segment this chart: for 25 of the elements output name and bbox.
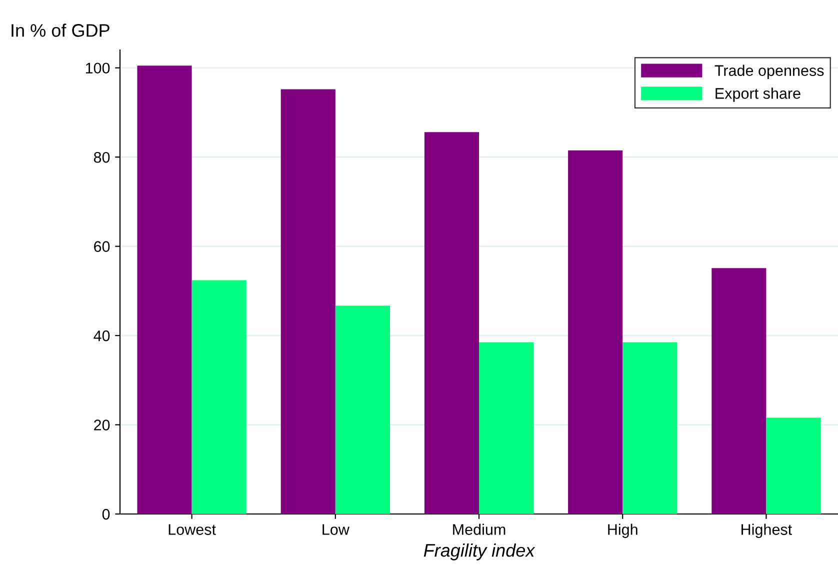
bar [280,89,336,514]
bar [479,342,534,514]
bar [335,306,390,514]
y-tick-label: 20 [94,420,110,430]
x-tick-label: Medium [453,524,506,535]
y-tick-label: 0 [102,508,110,520]
bar [766,418,821,514]
bar [424,132,479,514]
y-axis-title: In % of GDP [12,24,110,37]
bar [568,150,623,514]
legend-label: Trade openness [714,64,824,79]
y-tick-label: 40 [94,330,110,342]
bar [192,280,246,514]
x-tick-label: Low [322,524,350,535]
bar [622,342,678,514]
bar [712,268,766,514]
y-tick-label: 100 [86,62,110,74]
y-tick-label: 60 [94,241,110,252]
y-tick-label: 80 [94,152,110,163]
x-tick-label: Lowest [168,524,216,535]
legend-label: Export share [716,88,800,102]
x-axis-title: Fragility index [424,544,536,560]
x-tick-label: Highest [742,524,792,538]
x-tick-label: High [608,524,638,538]
bar [137,66,192,514]
